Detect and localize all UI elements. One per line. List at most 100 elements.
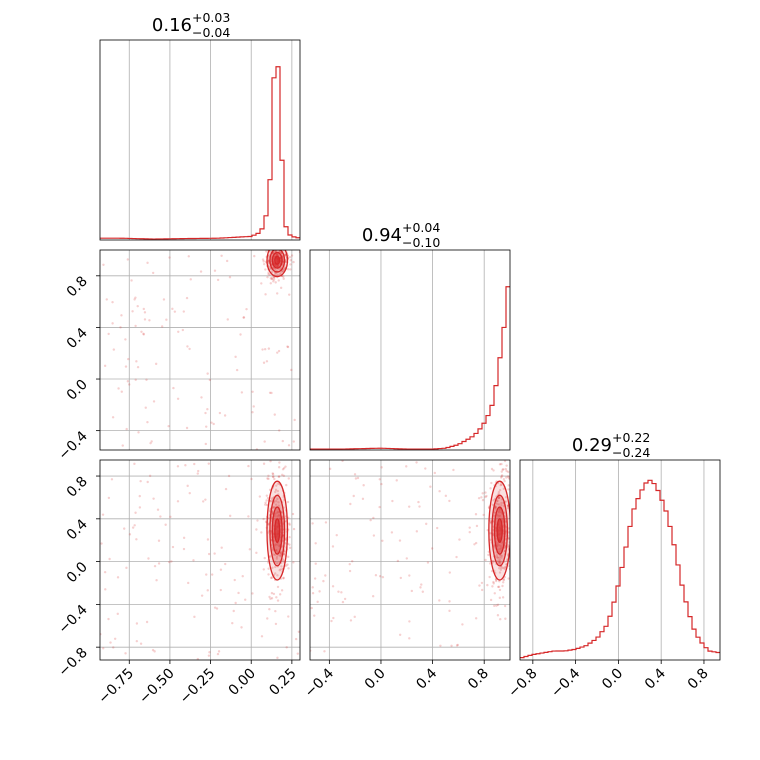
sample-point-0-194 <box>270 244 272 246</box>
panel-frame-pair-2 <box>309 459 511 661</box>
sample-point-2-37 <box>482 446 484 448</box>
sample-point-2-271 <box>505 469 508 473</box>
sample-point-1-386 <box>171 545 175 549</box>
sample-point-0-320 <box>111 416 115 419</box>
sample-point-2-339 <box>381 539 384 543</box>
sample-point-1-357 <box>297 630 300 633</box>
sample-point-1-352 <box>296 652 299 655</box>
sample-point-1-178 <box>276 510 280 514</box>
sample-point-1-414 <box>148 474 152 478</box>
sample-point-1-353 <box>123 527 126 530</box>
sample-point-0-414 <box>204 442 208 446</box>
sample-point-2-93 <box>499 568 503 572</box>
sample-point-0-343 <box>277 349 281 353</box>
sample-point-0-15 <box>274 267 277 271</box>
sample-point-1-97 <box>274 565 277 569</box>
sample-point-0-419 <box>273 413 276 416</box>
sample-point-0-386 <box>144 406 147 409</box>
sample-point-1-325 <box>153 650 156 653</box>
sample-point-1-405 <box>157 562 161 565</box>
sample-point-2-316 <box>407 505 411 508</box>
sample-point-2-324 <box>362 484 365 487</box>
sample-point-1-404 <box>135 622 139 625</box>
sample-point-1-389 <box>219 568 223 571</box>
sample-point-2-401 <box>419 586 422 589</box>
sample-point-0-81 <box>279 272 282 275</box>
sample-point-1-284 <box>282 559 285 562</box>
sample-point-1-293 <box>275 484 278 487</box>
sample-point-2-35 <box>495 604 498 607</box>
sample-point-1-394 <box>220 546 223 549</box>
sample-point-0-117 <box>273 242 275 244</box>
sample-point-0-373 <box>133 298 136 301</box>
sample-point-0-92 <box>274 250 278 252</box>
sample-point-2-31 <box>498 561 501 564</box>
sample-point-0-342 <box>287 444 291 447</box>
sample-point-1-314 <box>107 496 111 500</box>
sample-point-1-351 <box>103 570 107 574</box>
sample-point-0-372 <box>185 296 189 300</box>
ytick-label-1-2: 0.4 <box>64 325 91 352</box>
sample-point-0-99 <box>280 270 284 273</box>
sample-point-2-349 <box>500 474 504 477</box>
sample-point-1-128 <box>275 543 279 546</box>
sample-point-0-201 <box>270 245 272 247</box>
sample-point-0-370 <box>154 362 158 366</box>
sample-point-0-411 <box>134 378 137 381</box>
sample-point-2-411 <box>398 539 402 542</box>
sample-point-2-290 <box>500 556 503 559</box>
sample-point-0-301 <box>261 348 264 351</box>
sample-point-1-312 <box>159 515 162 518</box>
sample-point-0-396 <box>105 298 108 301</box>
sample-point-2-357 <box>468 526 471 529</box>
sample-point-1-323 <box>262 568 265 571</box>
panel-frame-pair-0 <box>99 249 301 451</box>
sample-point-2-249 <box>507 527 510 530</box>
sample-point-1-26 <box>270 497 274 500</box>
sample-point-0-388 <box>235 368 239 372</box>
sample-point-0-319 <box>270 391 273 395</box>
sample-point-2-388 <box>410 589 414 593</box>
sample-point-0-401 <box>125 427 128 431</box>
sample-point-1-350 <box>200 594 204 597</box>
sample-point-2-410 <box>408 574 411 577</box>
sample-point-2-369 <box>311 586 314 589</box>
histogram-2 <box>520 479 720 659</box>
sample-point-2-149 <box>502 487 506 491</box>
sample-point-2-320 <box>331 545 335 548</box>
sample-point-1-368 <box>110 478 114 481</box>
sample-point-0-239 <box>273 276 276 279</box>
sample-point-1-68 <box>288 536 291 539</box>
sample-point-2-181 <box>493 511 496 514</box>
sample-point-2-361 <box>507 537 510 540</box>
sample-point-1-167 <box>262 517 265 521</box>
sample-point-0-409 <box>263 440 266 443</box>
sample-point-2-351 <box>504 617 507 620</box>
sample-point-0-405 <box>290 368 293 372</box>
sample-point-1-270 <box>274 500 278 503</box>
sample-point-0-198 <box>277 241 279 243</box>
sample-point-2-113 <box>498 567 501 570</box>
sample-point-1-232 <box>274 488 278 492</box>
sample-point-2-332 <box>474 541 478 545</box>
sample-point-0-347 <box>279 286 283 290</box>
sample-point-1-320 <box>168 560 171 564</box>
panel-title-1: 0.94 +0.04−0.10 <box>362 220 440 250</box>
sample-point-1-147 <box>279 568 282 571</box>
sample-point-2-192 <box>501 581 505 584</box>
sample-point-1-330 <box>157 539 161 542</box>
title-minus-2: −0.24 <box>612 445 650 460</box>
sample-point-1-321 <box>125 566 128 570</box>
sample-point-1-370 <box>255 528 258 531</box>
sample-point-1-347 <box>155 578 158 582</box>
sample-point-2-360 <box>349 502 352 506</box>
sample-point-2-86 <box>510 509 512 511</box>
sample-point-1-362 <box>204 498 207 501</box>
sample-point-1-135 <box>271 472 274 475</box>
sample-point-0-270 <box>282 236 284 238</box>
sample-point-1-408 <box>224 562 227 566</box>
sample-point-1-286 <box>282 474 286 478</box>
sample-point-1-13 <box>276 585 280 589</box>
sample-point-2-211 <box>505 476 508 479</box>
sample-point-0-14 <box>282 277 285 280</box>
